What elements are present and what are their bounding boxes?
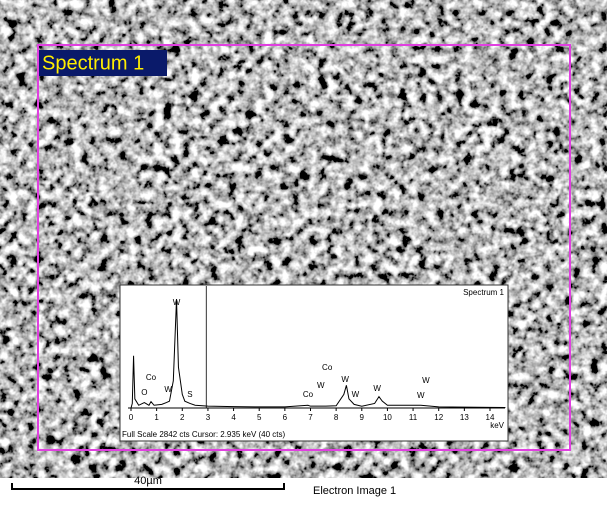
x-tick-label: 10 — [383, 413, 392, 422]
x-tick-label: 6 — [283, 413, 288, 422]
peak-label: S — [187, 390, 192, 399]
peak-label: Co — [146, 373, 157, 382]
peak-label: W — [422, 376, 430, 385]
x-tick-label: 5 — [257, 413, 262, 422]
x-tick-label: 13 — [460, 413, 469, 422]
peak-label: W — [352, 390, 360, 399]
peak-label: W — [164, 385, 172, 394]
x-tick-label: 12 — [434, 413, 443, 422]
peak-label: W — [173, 298, 181, 307]
spectrum-line — [130, 299, 506, 409]
scale-bar-label: 40µm — [134, 475, 162, 487]
spectrum: Spectrum 1 keV Full Scale 2842 cts Curso… — [122, 286, 506, 439]
peak-label: Co — [322, 363, 333, 372]
peak-label: O — [141, 388, 147, 397]
peak-label: W — [417, 391, 425, 400]
x-tick-label: 2 — [180, 413, 185, 422]
spectrum-footer: Full Scale 2842 cts Cursor: 2.935 keV (4… — [122, 430, 286, 439]
x-tick-label: 1 — [154, 413, 159, 422]
x-axis-label: keV — [490, 421, 504, 430]
x-tick-label: 7 — [308, 413, 313, 422]
spectrum-panel — [119, 284, 509, 442]
x-tick-label: 11 — [409, 413, 418, 422]
x-tick-label: 4 — [231, 413, 236, 422]
x-tick-label: 0 — [129, 413, 134, 422]
x-tick-label: 9 — [360, 413, 365, 422]
region-box — [37, 44, 571, 451]
x-tick-label: 14 — [486, 413, 495, 422]
peak-label: W — [341, 375, 349, 384]
peak-label: W — [373, 384, 381, 393]
x-tick-label: 8 — [334, 413, 339, 422]
caption: Electron Image 1 — [313, 485, 396, 497]
peak-label: Co — [303, 390, 314, 399]
x-tick-label: 3 — [206, 413, 211, 422]
region-label: Spectrum 1 — [42, 52, 144, 74]
peak-label: W — [317, 381, 325, 390]
spectrum-title: Spectrum 1 — [463, 288, 504, 297]
region-label-bg — [39, 50, 167, 76]
